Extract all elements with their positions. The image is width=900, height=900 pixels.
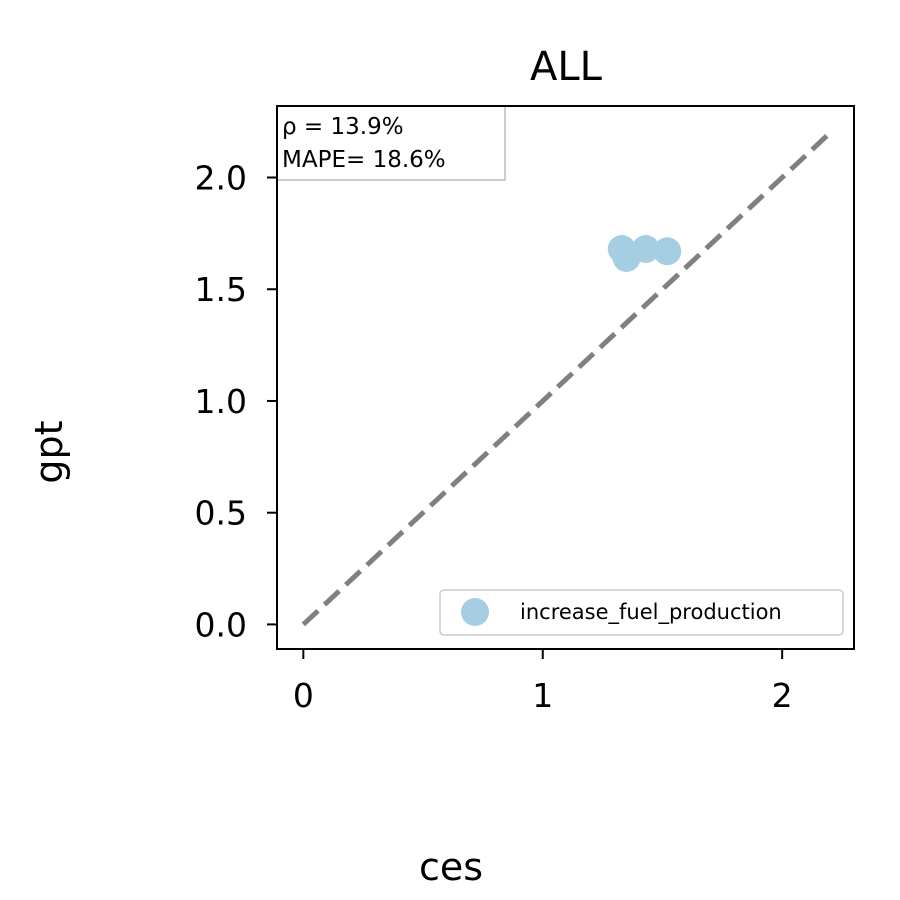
legend-marker [461, 598, 489, 626]
chart-title: ALL [530, 44, 603, 90]
reference-line [301, 130, 832, 627]
data-point [631, 235, 660, 264]
y-axis-label: gpt [27, 420, 71, 483]
plot-area [301, 130, 832, 627]
x-tick-label: 1 [532, 676, 553, 715]
mape-annotation: MAPE= 18.6% [282, 147, 446, 173]
y-tick-label: 0.5 [195, 494, 247, 533]
data-point [653, 237, 682, 266]
annotation-background [276, 105, 506, 181]
stats-annotation: ρ = 13.9% MAPE= 18.6% [276, 105, 506, 181]
x-tick-label: 2 [772, 676, 793, 715]
y-tick-label: 0.0 [195, 605, 247, 644]
legend-frame [439, 589, 844, 636]
legend: increase_fuel_production [439, 589, 844, 636]
legend-label: increase_fuel_production [520, 600, 782, 625]
plot-frame [276, 105, 855, 650]
y-tick-label: 1.0 [195, 382, 247, 421]
x-tick-label: 0 [293, 676, 314, 715]
rho-annotation: ρ = 13.9% [282, 114, 404, 140]
y-tick-label: 1.5 [195, 270, 247, 309]
x-axis-label: ces [419, 845, 483, 889]
y-tick-label: 2.0 [195, 159, 247, 198]
